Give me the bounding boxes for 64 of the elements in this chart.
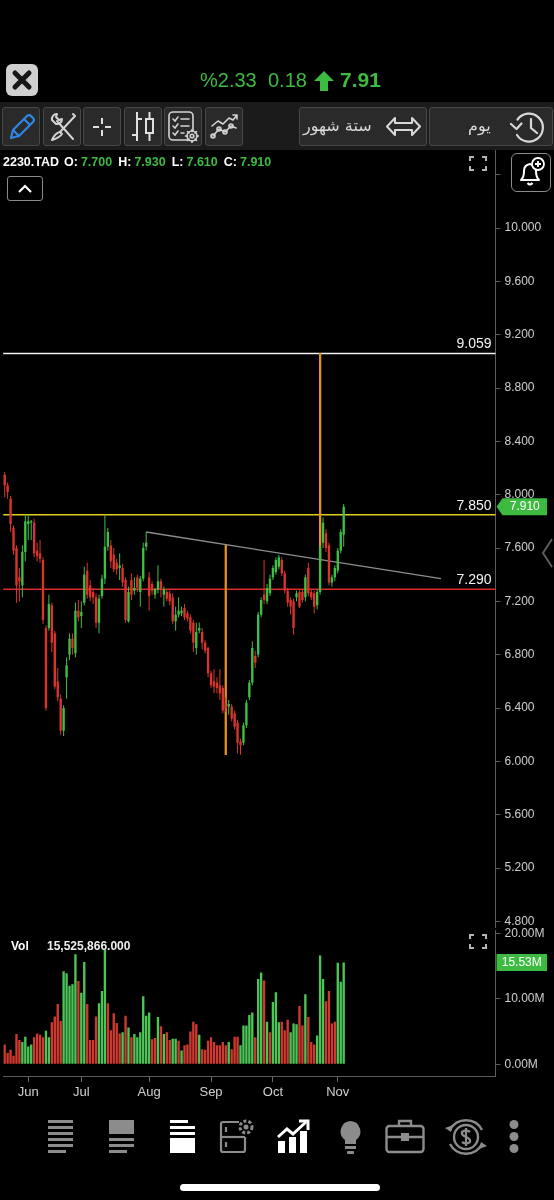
y-tick-label: 8.400	[504, 433, 535, 448]
candlestick	[62, 704, 65, 737]
bar	[298, 1005, 301, 1064]
candlestick	[304, 574, 307, 602]
x-tick-label: Oct	[262, 1084, 284, 1100]
x-tick-label: Aug	[137, 1084, 161, 1100]
bar	[124, 1015, 127, 1064]
candlestick	[68, 632, 71, 661]
text: 15.53M	[501, 955, 542, 970]
x-tick-label: Nov	[326, 1084, 350, 1100]
ref-line-label: 7.850	[456, 496, 492, 513]
y-tick-label: 6.400	[504, 700, 535, 715]
y-tick-label: 7.200	[504, 593, 535, 608]
text: %2.33	[200, 69, 257, 92]
annotation: 15,525,866.000	[47, 939, 131, 953]
text: 0.18	[268, 69, 307, 92]
text: 7.91	[340, 68, 381, 92]
x-tick-label: Jul	[73, 1084, 90, 1100]
candlestick	[65, 656, 68, 700]
bar	[242, 1025, 245, 1064]
candlestick	[77, 599, 80, 622]
y-tick-label: 5.600	[504, 806, 535, 821]
bar	[286, 1019, 289, 1064]
y-tick-label: 5.200	[504, 860, 535, 875]
ref-line-label: 7.290	[456, 571, 492, 588]
candlestick	[30, 519, 33, 541]
bar	[127, 1027, 130, 1064]
y-tick-label: 10.000	[504, 220, 542, 235]
y-tick-label: 8.000	[504, 486, 535, 501]
bar	[183, 1045, 186, 1064]
bar	[9, 1049, 12, 1064]
bar	[77, 981, 80, 1064]
text: ستة شهور	[303, 116, 372, 135]
text: يوم	[468, 116, 491, 135]
bar	[233, 1036, 236, 1064]
y-tick-label: 4.800	[504, 913, 535, 928]
bar	[180, 1050, 183, 1064]
chart-title: 2230.TAD	[3, 155, 60, 169]
bar	[62, 971, 65, 1064]
text: 7.910	[509, 499, 541, 514]
y-tick-label: 6.800	[504, 646, 535, 661]
bar	[292, 1023, 295, 1064]
bar	[65, 973, 68, 1064]
text: Vol	[11, 939, 29, 953]
bar	[15, 1034, 18, 1064]
y-tick-label: 8.800	[504, 380, 535, 395]
y-tick-label: 7.600	[504, 540, 535, 555]
chart-subtitle: O: 7.700 H: 7.930 L: 7.610 C: 7.910	[64, 155, 272, 169]
candlestick	[3, 471, 6, 498]
bar	[74, 954, 77, 1064]
bar	[304, 994, 307, 1064]
y-tick-label: 6.000	[504, 753, 535, 768]
x-tick-label: Jun	[17, 1084, 39, 1100]
y-tick-label: 9.200	[504, 326, 535, 341]
x-tick-label: Sep	[199, 1084, 223, 1100]
bar	[236, 1036, 239, 1064]
y-tick-label: 10.00M	[504, 991, 545, 1006]
y-tick-label: 20.00M	[504, 925, 545, 940]
y-tick-label: 9.600	[504, 273, 535, 288]
candlestick	[71, 632, 74, 656]
y-tick-label: 0.00M	[504, 1056, 538, 1071]
candlestick	[192, 619, 195, 653]
ref-line-label: 9.059	[456, 335, 492, 352]
bar	[295, 1024, 298, 1064]
